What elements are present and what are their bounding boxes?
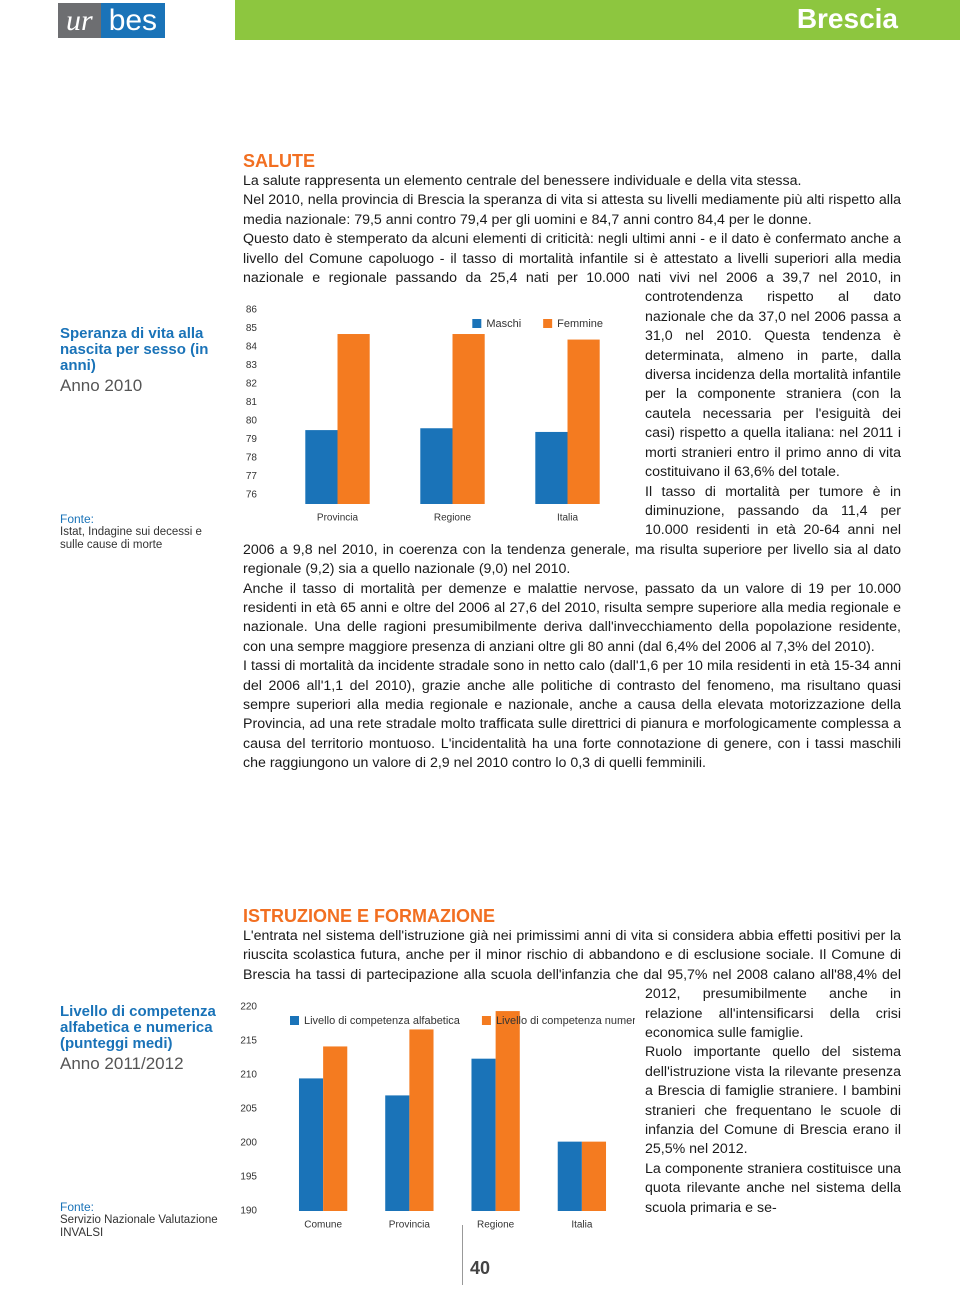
section: ISTRUZIONE E FORMAZIONE L'entrata nel si… (240, 905, 901, 1241)
chart-subtitle: Anno 2011/2012 (60, 1054, 184, 1073)
bar (385, 1095, 410, 1212)
y-tick-label: 79 (246, 434, 258, 445)
legend-swatch (472, 319, 482, 329)
paragraph: La salute rappresenta un elemento centra… (243, 173, 802, 189)
paragraph: Ruolo importante quello del sistema dell… (645, 1044, 901, 1158)
sidebar: Speranza di vita alla nascita per sesso … (60, 326, 220, 396)
sidebar-source: Fonte: Servizio Nazionale Valutazione IN… (60, 1200, 220, 1240)
paragraph: La componente straniera costituisce una … (645, 1160, 901, 1216)
logo: ur bes (58, 3, 166, 38)
bar (337, 334, 370, 505)
y-tick-label: 210 (240, 1070, 257, 1081)
bar (567, 339, 600, 505)
paragraph: Anche il tasso di mortalità per demenze … (243, 580, 901, 655)
legend-label: Livello di competenza alfabetica (304, 1015, 461, 1027)
bar (581, 1141, 607, 1212)
x-tick-label: Italia (571, 1220, 593, 1231)
y-tick-label: 220 (240, 1002, 257, 1013)
y-tick-label: 80 (246, 416, 258, 427)
header-bar: Brescia (235, 0, 960, 40)
x-tick-label: Regione (434, 513, 472, 524)
paragraph: Questo dato è stemperato da alcuni eleme… (243, 230, 901, 524)
y-tick-label: 78 (246, 453, 258, 464)
legend-swatch (290, 1016, 299, 1026)
y-tick-label: 205 (240, 1104, 257, 1115)
x-tick-label: Provincia (389, 1220, 431, 1231)
chart-title: Livello di competenza alfabetica e numer… (60, 1003, 216, 1052)
section: SALUTE La salute rappresenta un elemento… (243, 150, 901, 774)
chart: 76 77 78 79 80 81 82 83 84 85 86 Provincia Regione It… (246, 305, 603, 524)
text: dal 95,7% nel 2008 calano all'88,4% del … (643, 966, 901, 1042)
text: L'entrata nel sistema dell'istruzione gi… (243, 928, 901, 983)
bar (409, 1029, 434, 1212)
source-label: Fonte: (60, 1200, 95, 1214)
page-tab (462, 1225, 463, 1285)
bar (535, 432, 568, 505)
y-tick-label: 81 (246, 397, 258, 408)
section-heading: ISTRUZIONE E FORMAZIONE (243, 906, 495, 926)
legend-label: Livello di competenza numerica (496, 1015, 635, 1027)
bar (471, 1058, 496, 1212)
source: Servizio Nazionale Valutazione INVALSI (60, 1214, 218, 1239)
bar (298, 1078, 324, 1212)
y-tick-label: 77 (246, 471, 258, 482)
source: Istat, Indagine sui decessi e sulle caus… (60, 526, 202, 551)
y-tick-label: 82 (246, 379, 258, 390)
x-tick-label: Regione (477, 1220, 515, 1231)
x-tick-label: Comune (304, 1220, 342, 1231)
bar (557, 1141, 582, 1212)
sidebar: Livello di competenza alfabetica e numer… (60, 1004, 220, 1074)
y-tick-label: 85 (246, 324, 258, 335)
paragraph: I tassi di mortalità da incidente strada… (243, 658, 901, 772)
bar (420, 428, 453, 505)
legend-swatch (543, 319, 553, 329)
paragraph: L'entrata nel sistema dell'istruzione gi… (240, 927, 901, 1231)
text: nel 2006 a 39,7 nel 2010, in controtende… (645, 270, 901, 481)
paragraph: Il tasso di mortalità per tumore è in di… (243, 483, 901, 578)
bar (452, 334, 485, 505)
source-label: Fonte: (60, 512, 95, 526)
y-tick-label: 83 (246, 361, 258, 372)
section-heading: SALUTE (243, 151, 315, 171)
y-tick-label: 215 (240, 1036, 257, 1047)
logo-part: ur (58, 3, 101, 38)
legend-label: Maschi (486, 318, 521, 330)
chart-subtitle: Anno 2010 (60, 376, 143, 395)
page-number: 40 (470, 1258, 491, 1278)
legend-swatch (481, 1016, 491, 1026)
logo-part: bes (100, 3, 166, 38)
y-tick-label: 200 (240, 1138, 257, 1149)
y-tick-label: 84 (246, 342, 258, 353)
y-tick-label: 195 (240, 1172, 257, 1183)
chart: 190 195 200 205 210 215 220 Comune Provincia Regi… (240, 1002, 635, 1231)
chart-title: Speranza di vita alla nascita per sesso … (60, 325, 209, 374)
x-tick-label: Italia (557, 513, 579, 524)
city-title: Brescia (796, 3, 898, 34)
paragraph: Nel 2010, nella provincia di Brescia la … (243, 192, 901, 228)
bar (305, 430, 338, 505)
legend-label: Femmine (557, 318, 603, 330)
bar (323, 1046, 348, 1212)
x-tick-label: Provincia (317, 513, 359, 524)
y-tick-label: 76 (246, 490, 258, 501)
bar (495, 1011, 520, 1212)
y-tick-label: 190 (240, 1206, 257, 1217)
y-tick-label: 86 (246, 305, 258, 316)
sidebar-source: Fonte: Istat, Indagine sui decessi e sul… (60, 512, 220, 552)
text: Questo dato è stemperato da alcuni eleme… (243, 231, 901, 287)
